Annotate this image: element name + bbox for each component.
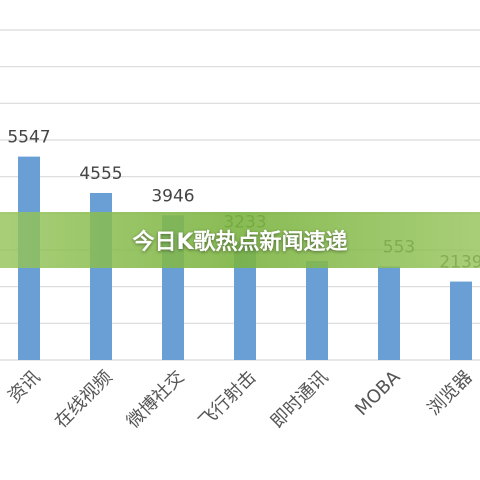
- bar: [306, 261, 328, 360]
- value-label: 3946: [151, 186, 194, 206]
- bar: [234, 241, 256, 360]
- bar: [378, 266, 400, 360]
- value-label: 5547: [7, 128, 50, 148]
- x-tick-label: 资讯: [4, 367, 44, 407]
- x-tick-label: MOBA: [351, 366, 405, 420]
- value-label: 4555: [79, 164, 122, 184]
- x-tick-label: 在线视频: [51, 367, 117, 433]
- x-tick-label: 浏览器: [424, 367, 477, 420]
- x-tick-label: 即时通讯: [267, 367, 333, 433]
- banner: 今日K歌热点新闻速递: [0, 212, 480, 268]
- x-tick-label: 飞行射击: [195, 367, 261, 433]
- bar: [450, 281, 472, 360]
- x-tick-label: 微博社交: [123, 367, 189, 433]
- banner-title: 今日K歌热点新闻速递: [132, 230, 348, 255]
